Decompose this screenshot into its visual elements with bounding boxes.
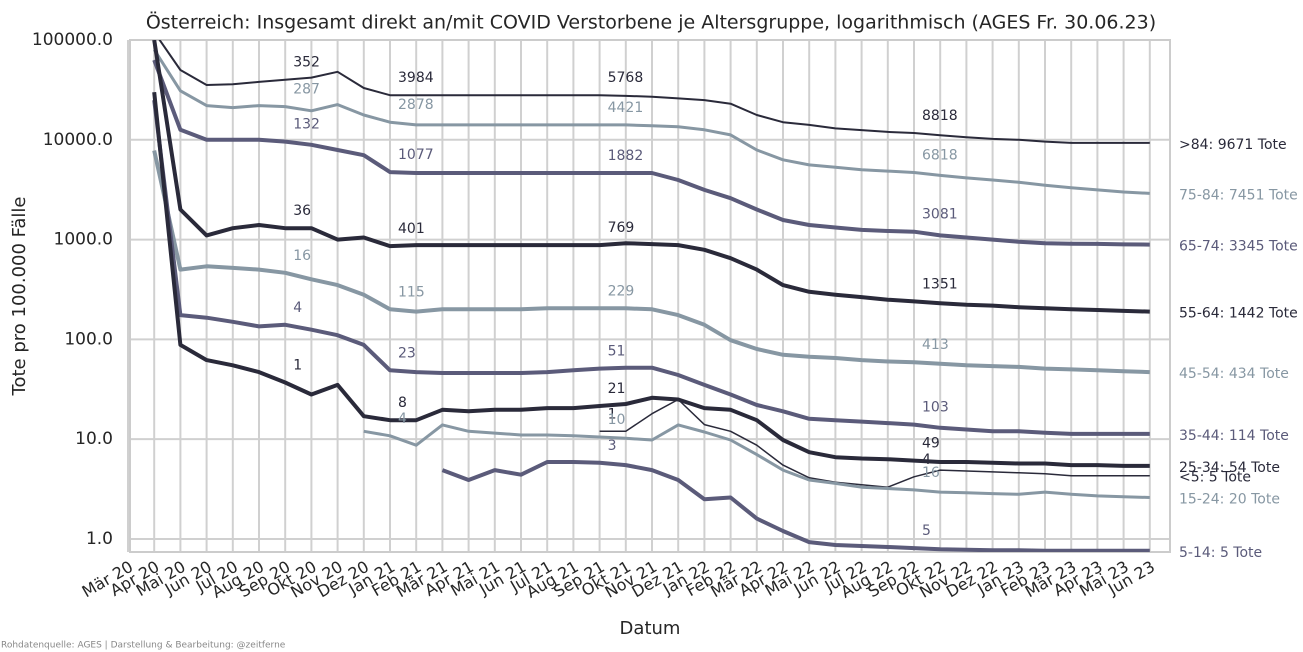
annotation: 287 bbox=[293, 82, 320, 98]
series-end-label: 5-14: 5 Tote bbox=[1179, 545, 1262, 561]
plot-lines bbox=[152, 40, 1150, 552]
annotation: 4421 bbox=[608, 100, 644, 116]
series-line bbox=[152, 91, 1150, 468]
chart-title: Österreich: Insgesamt direkt an/mit COVI… bbox=[146, 11, 1156, 34]
annotation: 132 bbox=[293, 117, 320, 133]
annotation: 229 bbox=[608, 283, 635, 299]
y-tick-label: 1000.0 bbox=[54, 230, 113, 250]
annotation: 115 bbox=[398, 284, 425, 300]
annotation: 23 bbox=[398, 345, 416, 361]
annotation: 36 bbox=[293, 203, 311, 219]
series-end-label: 35-44: 114 Tote bbox=[1179, 428, 1289, 444]
annotation: 4 bbox=[398, 411, 407, 427]
annotation: 5768 bbox=[608, 70, 644, 86]
series-line bbox=[363, 423, 1150, 499]
y-tick-label: 100000.0 bbox=[32, 30, 113, 50]
annotation: 401 bbox=[398, 221, 425, 237]
series-line bbox=[152, 40, 1150, 314]
series-end-label: 65-74: 3345 Tote bbox=[1179, 239, 1298, 255]
series-line bbox=[441, 460, 1150, 552]
annotation: 1 bbox=[608, 406, 617, 422]
annotation: 4 bbox=[922, 452, 931, 468]
y-tick-label: 1.0 bbox=[86, 529, 113, 549]
annotation: 413 bbox=[922, 337, 949, 353]
series-line bbox=[152, 59, 1150, 247]
annotation: 51 bbox=[608, 344, 626, 360]
x-axis-label: Datum bbox=[620, 618, 681, 639]
series-line bbox=[599, 398, 1150, 488]
series-end-label: 25-34: 54 Tote bbox=[1179, 460, 1280, 476]
annotation: 2878 bbox=[398, 97, 434, 113]
annotation: 16 bbox=[293, 248, 311, 264]
series-line bbox=[152, 48, 1150, 195]
series-end-label: <5: 5 Tote bbox=[1179, 470, 1251, 486]
series-line bbox=[152, 150, 1150, 375]
series-end-label: 45-54: 434 Tote bbox=[1179, 366, 1289, 382]
annotation: 3081 bbox=[922, 207, 958, 223]
annotation: 103 bbox=[922, 400, 949, 416]
source-note: Rohdatenquelle: AGES | Darstellung & Bea… bbox=[1, 641, 286, 651]
series-end-label: 15-24: 20 Tote bbox=[1179, 492, 1280, 508]
annotation: 1077 bbox=[398, 147, 434, 163]
annotation: 4 bbox=[293, 300, 302, 316]
annotation: 8 bbox=[398, 395, 407, 411]
y-axis-label: Tote pro 100.000 Fälle bbox=[9, 197, 30, 397]
annotation: 769 bbox=[608, 220, 635, 236]
annotation: 3984 bbox=[398, 70, 434, 86]
annotation: 352 bbox=[293, 55, 320, 71]
annotation: 10 bbox=[608, 412, 626, 428]
annotation: 8818 bbox=[922, 108, 958, 124]
series-line bbox=[158, 40, 1150, 144]
y-tick-label: 100.0 bbox=[64, 329, 113, 349]
annotation: 49 bbox=[922, 436, 940, 452]
annotation: 6818 bbox=[922, 148, 958, 164]
y-tick-label: 10.0 bbox=[75, 429, 113, 449]
annotation: 1351 bbox=[922, 276, 958, 292]
annotation: 3 bbox=[608, 438, 617, 454]
annotation: 5 bbox=[922, 523, 931, 539]
series-end-label: >84: 9671 Tote bbox=[1179, 137, 1287, 153]
y-tick-label: 10000.0 bbox=[43, 130, 113, 150]
annotation: 21 bbox=[608, 381, 626, 397]
annotation: 1 bbox=[293, 357, 302, 373]
annotation: 16 bbox=[922, 465, 940, 481]
series-line bbox=[152, 99, 1150, 436]
plot-frame bbox=[129, 39, 1171, 553]
series-end-label: 75-84: 7451 Tote bbox=[1179, 187, 1298, 203]
annotation: 1882 bbox=[608, 148, 644, 164]
series-end-label: 55-64: 1442 Tote bbox=[1179, 306, 1298, 322]
